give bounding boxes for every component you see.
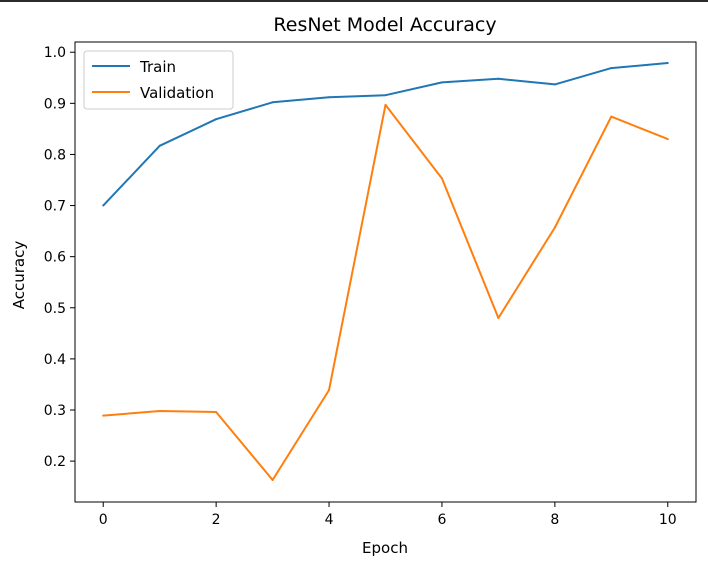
y-tick-label: 0.8 [44, 147, 66, 163]
data-point-validation [102, 414, 105, 417]
data-point-train [158, 144, 161, 147]
data-point-validation [328, 389, 331, 392]
data-point-train [497, 77, 500, 80]
y-tick-label: 0.7 [44, 199, 66, 215]
y-tick-label: 0.6 [44, 250, 66, 266]
y-axis-label: Accuracy [10, 241, 28, 310]
x-axis-label: Epoch [362, 539, 408, 557]
data-point-train [553, 83, 556, 86]
data-point-validation [610, 115, 613, 118]
data-point-train [215, 118, 218, 121]
y-tick-label: 0.4 [44, 352, 66, 368]
series-line-validation [103, 103, 669, 481]
y-tick-label: 0.5 [44, 301, 66, 317]
data-point-train [328, 96, 331, 99]
x-tick-label: 10 [659, 512, 677, 528]
x-tick-label: 2 [212, 512, 221, 528]
data-point-train [102, 204, 105, 207]
chart-title: ResNet Model Accuracy [273, 14, 496, 36]
data-point-validation [215, 411, 218, 414]
data-point-train [666, 61, 669, 64]
data-point-train [271, 101, 274, 104]
y-tick-label: 0.3 [44, 403, 66, 419]
plot-area: 0.2 0.3 0.4 0.5 0.6 0.7 0.8 0.9 1.0 0 2 4 6 8 10 [44, 41, 697, 528]
data-point-validation [440, 177, 443, 180]
x-tick-label: 0 [99, 512, 108, 528]
data-point-validation [553, 226, 556, 229]
legend-label-train: Train [139, 58, 176, 76]
y-tick-label: 0.9 [44, 96, 66, 112]
data-point-train [384, 94, 387, 97]
x-tick-label: 6 [437, 512, 446, 528]
data-point-validation [158, 410, 161, 413]
plot-frame [74, 41, 697, 503]
data-point-validation [666, 138, 669, 141]
data-point-validation [497, 317, 500, 319]
x-tick-label: 8 [550, 512, 559, 528]
y-tick-label: 1.0 [44, 45, 66, 61]
y-tick-label: 0.2 [44, 454, 66, 470]
data-point-validation [384, 103, 387, 106]
data-point-train [440, 81, 443, 84]
legend: Train Validation [83, 50, 234, 110]
data-point-train [610, 67, 613, 70]
legend-label-validation: Validation [140, 84, 214, 102]
data-point-validation [271, 479, 274, 482]
window-top-border [0, 0, 708, 2]
x-tick-label: 4 [325, 512, 334, 528]
